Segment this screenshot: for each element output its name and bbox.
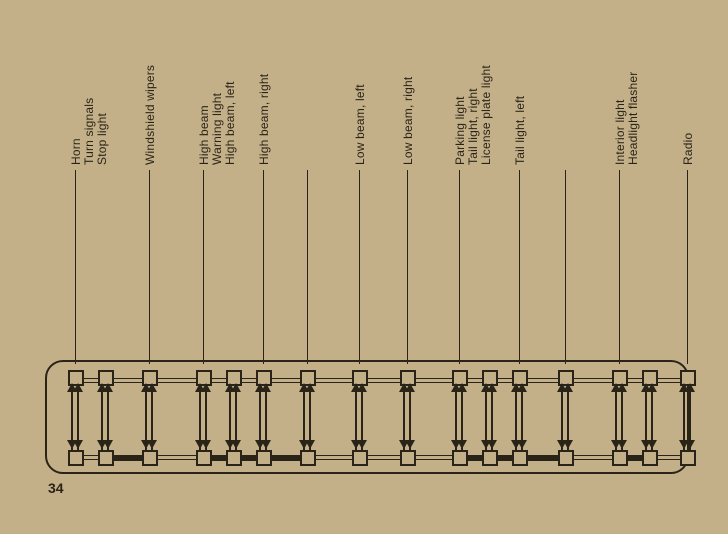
arrow-down-icon: [231, 440, 241, 449]
fuse-diagram-page: 34 HornTurn signalsStop light Windshield …: [0, 0, 728, 534]
arrow-down-icon: [487, 440, 497, 449]
arrow-down-icon: [261, 440, 271, 449]
arrow-up-icon: [517, 383, 527, 392]
arrow-up-icon: [487, 383, 497, 392]
leader-line: [149, 170, 150, 364]
fuse-terminal-bottom: [196, 450, 212, 466]
fuse-label-line: High beam, left: [224, 81, 237, 165]
bus-bar: [202, 455, 306, 461]
fuse-label-line: Headlight flasher: [627, 72, 640, 165]
fuse-terminal-bottom: [482, 450, 498, 466]
fuse-label-line: Low beam, right: [402, 77, 415, 165]
arrow-down-icon: [147, 440, 157, 449]
fuse-label: Low beam, right: [402, 77, 415, 165]
arrow-up-icon: [685, 383, 695, 392]
fuse-label-line: High beam, right: [258, 74, 271, 165]
arrow-up-icon: [201, 383, 211, 392]
arrow-down-icon: [685, 440, 695, 449]
fuse-terminal-bottom: [352, 450, 368, 466]
arrow-up-icon: [647, 383, 657, 392]
arrow-up-icon: [147, 383, 157, 392]
fuse-label-line: License plate light: [480, 65, 493, 165]
arrow-up-icon: [617, 383, 627, 392]
arrow-up-icon: [261, 383, 271, 392]
arrow-down-icon: [647, 440, 657, 449]
leader-line: [307, 170, 308, 364]
fuse-label: High beam, right: [258, 74, 271, 165]
rail-bottom: [74, 459, 686, 460]
arrow-up-icon: [103, 383, 113, 392]
arrow-up-icon: [405, 383, 415, 392]
leader-line: [687, 170, 688, 364]
fuse-label: High beamWarning lightHigh beam, left: [198, 81, 237, 165]
fuse-terminal-bottom: [400, 450, 416, 466]
fuse-terminal-bottom: [680, 450, 696, 466]
fuse-terminal-bottom: [300, 450, 316, 466]
fuse-terminal-bottom: [226, 450, 242, 466]
arrow-down-icon: [201, 440, 211, 449]
arrow-down-icon: [357, 440, 367, 449]
fuse-label: Tail light, left: [514, 96, 527, 165]
fuse-label-line: Tail light, left: [514, 96, 527, 165]
leader-line: [263, 170, 264, 364]
fuse-label: Parking lightTail light, rightLicense pl…: [454, 65, 493, 165]
page-number: 34: [48, 480, 64, 496]
leader-line: [203, 170, 204, 364]
arrow-up-icon: [231, 383, 241, 392]
arrow-up-icon: [305, 383, 315, 392]
arrow-up-icon: [563, 383, 573, 392]
rail-top: [74, 382, 686, 383]
arrow-up-icon: [457, 383, 467, 392]
arrow-down-icon: [73, 440, 83, 449]
fuse-terminal-bottom: [558, 450, 574, 466]
fuse-terminal-bottom: [256, 450, 272, 466]
arrow-down-icon: [617, 440, 627, 449]
fuse-terminal-bottom: [142, 450, 158, 466]
arrow-down-icon: [457, 440, 467, 449]
leader-line: [565, 170, 566, 364]
leader-line: [407, 170, 408, 364]
fuse-terminal-bottom: [452, 450, 468, 466]
fuse-label: HornTurn signalsStop light: [70, 98, 109, 165]
arrow-down-icon: [405, 440, 415, 449]
leader-line: [619, 170, 620, 364]
fuse-terminal-bottom: [612, 450, 628, 466]
rail-top: [74, 378, 686, 379]
fuse-label: Low beam, left: [354, 84, 367, 165]
bus-bar: [458, 455, 564, 461]
leader-line: [519, 170, 520, 364]
arrow-down-icon: [563, 440, 573, 449]
fuse-label: Windshield wipers: [144, 65, 157, 165]
arrow-down-icon: [517, 440, 527, 449]
fuse-terminal-bottom: [98, 450, 114, 466]
leader-line: [359, 170, 360, 364]
arrow-up-icon: [73, 383, 83, 392]
fuse-label-line: Windshield wipers: [144, 65, 157, 165]
fuse-label-line: Low beam, left: [354, 84, 367, 165]
leader-line: [75, 170, 76, 364]
arrow-down-icon: [305, 440, 315, 449]
fuse-label-line: Radio: [682, 133, 695, 165]
fuse-terminal-bottom: [642, 450, 658, 466]
fuse-label: Radio: [682, 133, 695, 165]
arrow-down-icon: [103, 440, 113, 449]
fuse-terminal-bottom: [68, 450, 84, 466]
leader-line: [459, 170, 460, 364]
arrow-up-icon: [357, 383, 367, 392]
fuse-label-line: Stop light: [96, 98, 109, 165]
rail-bottom: [74, 455, 686, 456]
fuse-terminal-bottom: [512, 450, 528, 466]
fuse-label: Interior lightHeadlight flasher: [614, 72, 640, 165]
